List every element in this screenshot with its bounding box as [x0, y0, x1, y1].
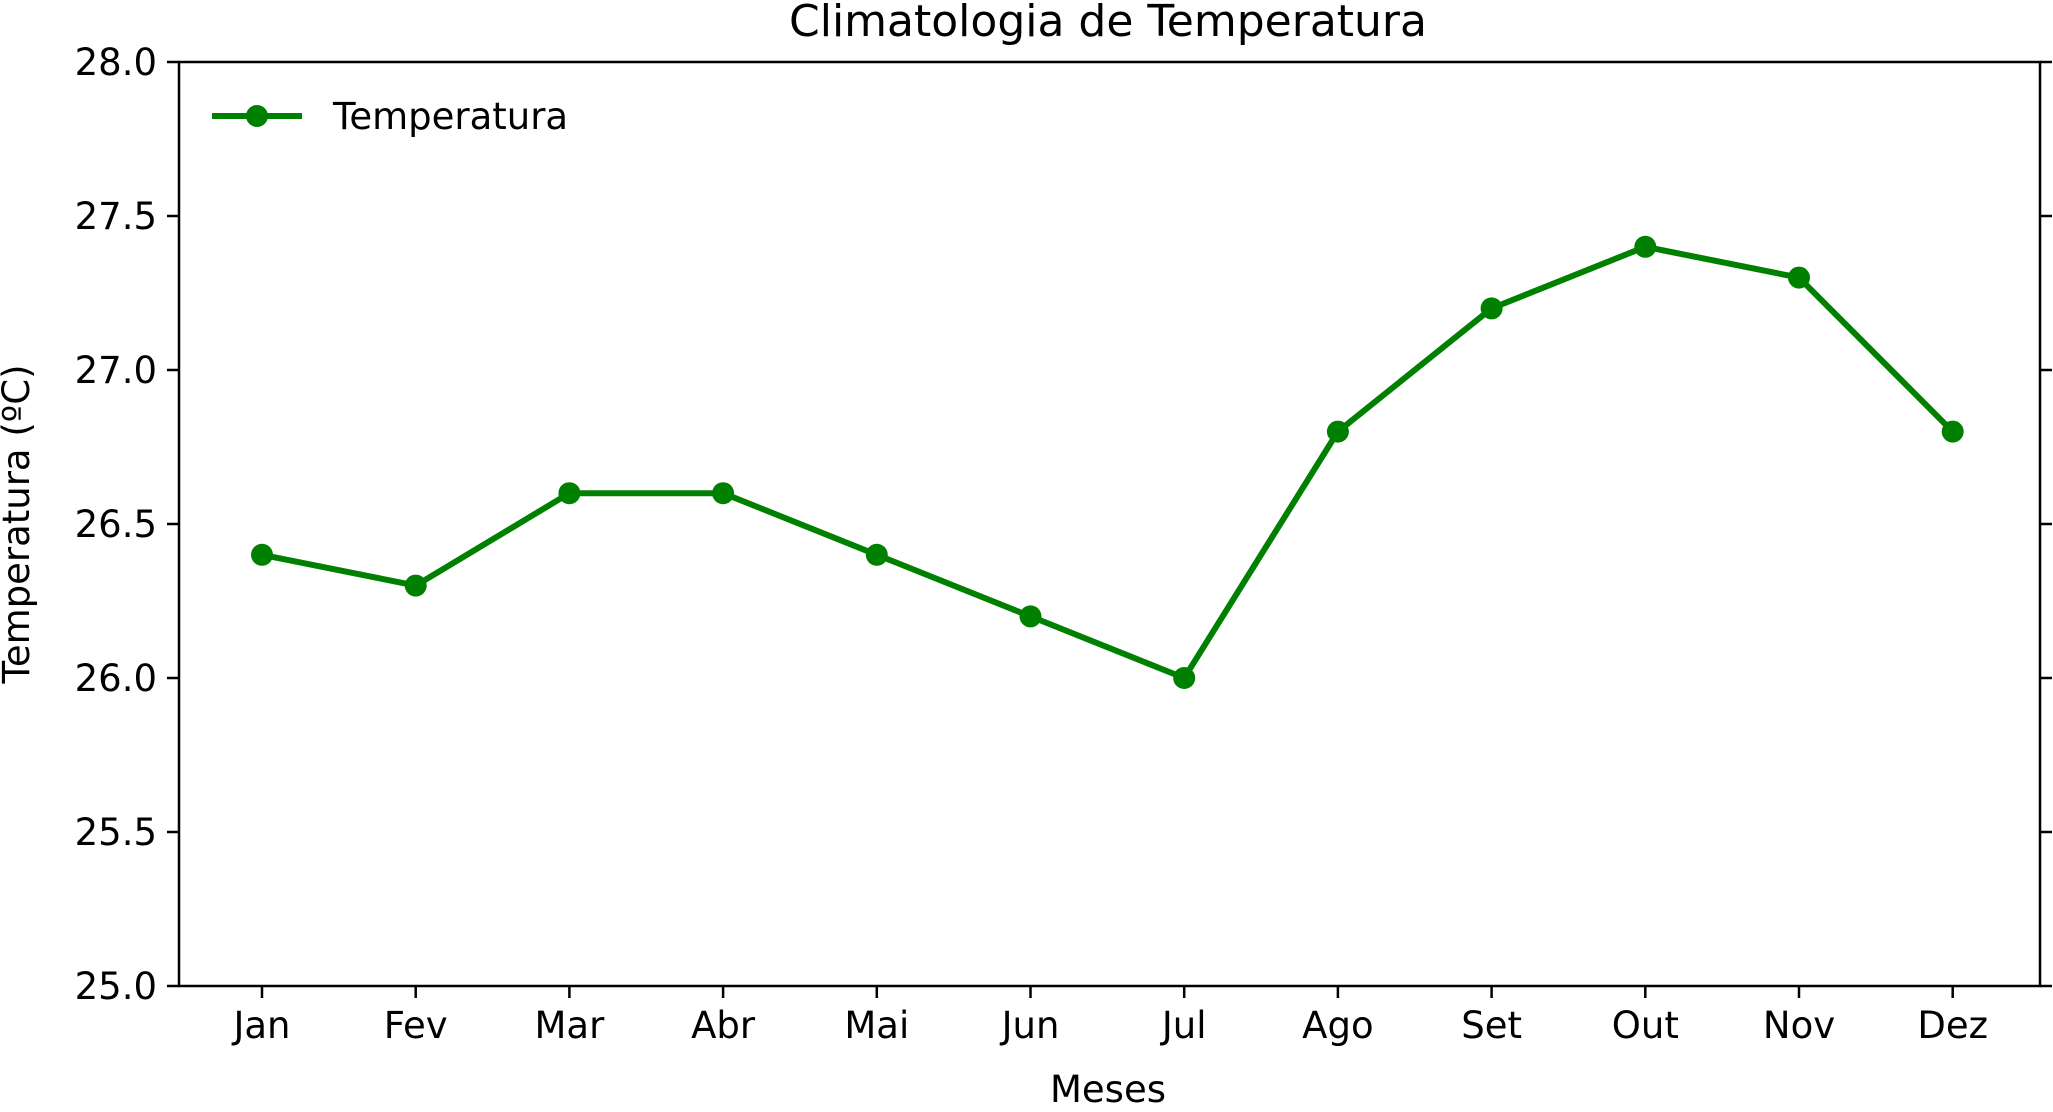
x-tick-label: Nov [1763, 1004, 1835, 1047]
data-point [865, 543, 888, 566]
data-point [404, 574, 427, 597]
data-point [251, 543, 273, 566]
x-tick-label: Out [1612, 1004, 1679, 1047]
x-tick-label: Set [1461, 1004, 1522, 1047]
x-tick-label: Fev [384, 1004, 448, 1047]
x-tick-label: Jul [1160, 1004, 1207, 1047]
data-point [1019, 605, 1042, 628]
y-tick-label: 27.5 [75, 195, 157, 238]
data-point [712, 482, 735, 505]
data-point [1634, 235, 1657, 258]
x-tick-label: Jun [1000, 1004, 1060, 1047]
x-tick-label: Abr [691, 1004, 756, 1047]
data-point [1788, 266, 1810, 289]
y-tick-label: 25.5 [75, 811, 157, 854]
x-tick-label: Ago [1302, 1004, 1373, 1047]
y-tick-label: 26.5 [75, 503, 157, 546]
y-axis-label: Temperatura (ºC) [0, 365, 38, 685]
plot-frame [177, 60, 2042, 988]
legend-marker-swatch [246, 105, 268, 127]
x-axis: Jan Fev Mar Abr Mai Jun Jul Ago Set Out Nov Dez [231, 986, 1988, 1047]
legend: Temperatura [212, 95, 568, 138]
series-layer [251, 235, 1964, 689]
y-tick-label: 26.0 [75, 657, 157, 700]
data-point [1326, 420, 1349, 443]
y-tick-label: 25.0 [75, 965, 157, 1008]
legend-label: Temperatura [332, 95, 568, 138]
data-point [1480, 297, 1503, 320]
y-tick-label: 27.0 [75, 349, 157, 392]
data-point [1941, 420, 1964, 443]
y-tick-label: 28.0 [75, 41, 157, 84]
y-axis: 25.0 25.5 26.0 26.5 27.0 27.5 28.0 [75, 41, 2052, 1008]
chart-title: Climatologia de Temperatura [789, 0, 1427, 47]
data-point [558, 482, 581, 505]
x-tick-label: Mai [844, 1004, 909, 1047]
x-tick-label: Mar [534, 1004, 605, 1047]
data-point [1173, 667, 1196, 689]
series-line [261, 243, 1955, 681]
x-tick-label: Dez [1917, 1004, 1988, 1047]
x-tick-label: Jan [231, 1004, 290, 1047]
x-axis-label: Meses [1050, 1068, 1166, 1111]
